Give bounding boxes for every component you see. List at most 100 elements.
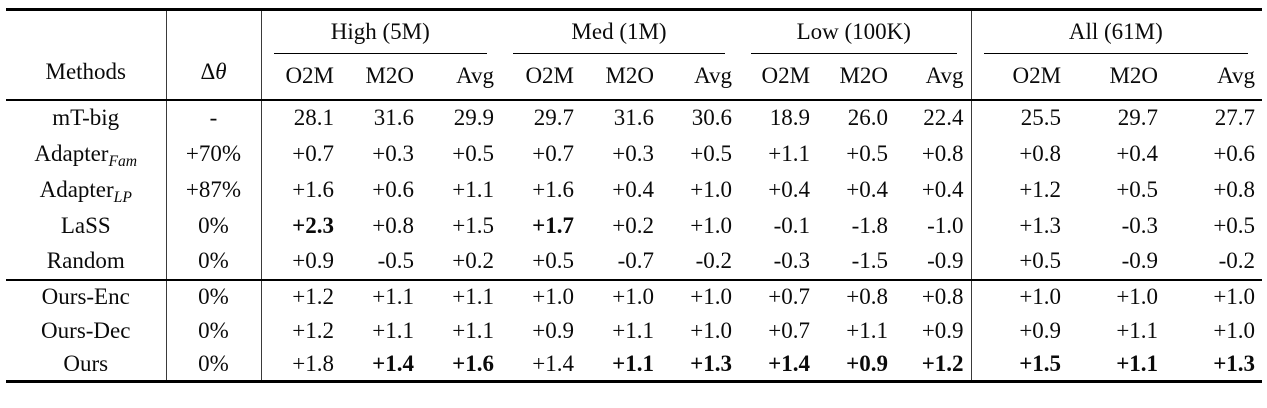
value-cell: -1.0 [895,207,972,244]
value-cell: +1.1 [372,317,414,343]
value-cell: +1.2 [292,317,334,343]
value-cell: +0.5 [1116,176,1159,202]
value-cell: +1.1 [846,317,889,343]
value-cell: +1.4 [501,347,581,383]
value-cell: +1.6 [421,347,501,383]
value-cell: +1.0 [690,212,733,238]
value-cell: +1.1 [421,278,501,314]
value-cell: +2.3 [292,212,334,238]
method-cell: mT-big [6,99,167,136]
value-cell: +0.7 [292,140,334,166]
value-cell: +1.2 [1019,176,1062,202]
value-cell: +1.3 [1165,347,1263,383]
value-cell: +0.9 [895,313,972,348]
table-row: AdapterLP +87% +1.6 +0.6 +1.1 +1.6 +0.4 +1.0 +0.… [6,171,1262,208]
section-baselines: mT-big -28.1 31.6 29.9 29.7 31.6 30.6 18.9 26.0 2… [6,99,1262,280]
value-cell: -0.5 [377,248,414,274]
subheader-o2m: O2M [501,53,581,101]
value-cell: +0.9 [817,347,896,383]
header-group-row: Methods Δθ High (5M) Med (1M) Low (100K) All … [6,8,1263,101]
value-cell: +0.8 [817,278,896,314]
subheader-avg: Avg [421,53,501,101]
group-header: Med (1M) [501,8,740,54]
value-cell: +1.0 [661,278,740,314]
section-ours: Ours-Enc 0% +1.2 +1.1 +1.1 +1.0 +1.0 +1.0 +0.7 +0… [6,278,1263,383]
value-cell: +0.6 [372,176,414,202]
method-name: Ours-Dec [41,317,131,343]
delta-symbol: Δ [200,59,216,85]
method-name: LaSS [60,212,111,238]
value-cell: +1.1 [612,317,654,343]
delta-cell: 0% [166,243,262,280]
value-cell: +1.0 [1165,278,1263,314]
delta-cell: 0% [166,347,262,383]
value-cell: -1.8 [851,212,889,238]
table-row: Ours-Enc 0% +1.2 +1.1 +1.1 +1.0 +1.0 +1.0 +0.7 +0… [6,278,1263,314]
method-subscript: Fam [108,152,138,170]
value-cell: +1.4 [341,347,421,383]
value-cell: +0.8 [895,278,972,314]
subheader-m2o: M2O [341,53,421,101]
value-cell: 22.4 [895,99,972,136]
group-header-label: Med (1M) [513,19,726,54]
value-cell: +0.9 [532,317,574,343]
subheader-m2o: M2O [1068,53,1166,101]
value-cell: +0.4 [768,176,811,202]
value-cell: +1.1 [452,176,494,202]
value-cell: +1.0 [501,278,581,314]
delta-cell: 0% [166,207,262,244]
value-cell: 29.7 [1117,105,1159,131]
value-cell: +0.5 [452,140,494,166]
value-cell: +0.6 [1213,140,1256,166]
value-cell: 18.9 [769,105,811,131]
value-cell: +1.3 [661,347,740,383]
value-cell: +0.8 [1019,140,1062,166]
header-sub-row: O2M M2O Avg O2M M2O Avg O2M M2O Avg O2M M2O Avg [6,53,1263,101]
value-cell: -0.3 [773,248,811,274]
value-cell: +0.3 [612,140,654,166]
method-name: Adapter [39,176,114,202]
group-header: All (61M) [971,8,1263,54]
value-cell: +0.4 [1116,140,1159,166]
value-cell: +1.0 [971,278,1069,314]
value-cell: +1.5 [971,347,1069,383]
method-cell: Ours-Dec [6,313,167,348]
delta-cell: +70% [166,135,262,172]
value-cell: +0.5 [1213,212,1256,238]
value-cell: 30.6 [691,105,733,131]
value-cell: 31.6 [613,105,654,131]
method-cell: Ours [6,347,167,383]
table-row: Ours 0% +1.8 +1.4 +1.6 +1.4 +1.1 +1.3 +1.4 +0.9 +1… [6,347,1263,383]
value-cell: +1.0 [690,176,733,202]
value-cell: +0.2 [452,248,494,274]
value-cell: +0.7 [768,317,811,343]
subheader-o2m: O2M [971,53,1069,101]
value-cell: 29.7 [533,105,574,131]
method-cell: Random [6,243,167,280]
value-cell: +1.0 [581,278,661,314]
group-header-label: High (5M) [273,19,487,54]
subheader-avg: Avg [895,53,972,101]
value-cell: +1.0 [1213,317,1256,343]
subheader-avg: Avg [661,53,740,101]
value-cell: +0.7 [532,140,574,166]
method-name: Ours-Enc [41,284,130,310]
subheader-o2m: O2M [261,53,341,101]
value-cell: +1.0 [690,317,733,343]
column-header-delta-theta: Δθ [166,8,262,101]
value-cell: +1.6 [532,176,574,202]
value-cell: +1.1 [768,140,811,166]
table-row: Ours-Dec 0% +1.2 +1.1 +1.1 +0.9 +1.1 +1.0 +0.7 +1… [6,313,1262,348]
table-row: mT-big -28.1 31.6 29.9 29.7 31.6 30.6 18.9 26.0 2… [6,99,1262,136]
value-cell: +1.0 [1068,278,1166,314]
value-cell: 28.1 [293,105,334,131]
table-row: LaSS 0% +2.3 +0.8 +1.5 +1.7 +0.2 +1.0 -0.1 -1.8 -1… [6,207,1262,244]
method-cell: LaSS [6,207,167,244]
value-cell: +0.5 [690,140,733,166]
delta-cell: 0% [166,278,262,314]
value-cell: +0.8 [895,135,972,172]
method-name: mT-big [52,105,120,131]
subheader-avg: Avg [1165,53,1263,101]
delta-cell: 0% [166,313,262,348]
method-cell: Ours-Enc [6,278,167,314]
